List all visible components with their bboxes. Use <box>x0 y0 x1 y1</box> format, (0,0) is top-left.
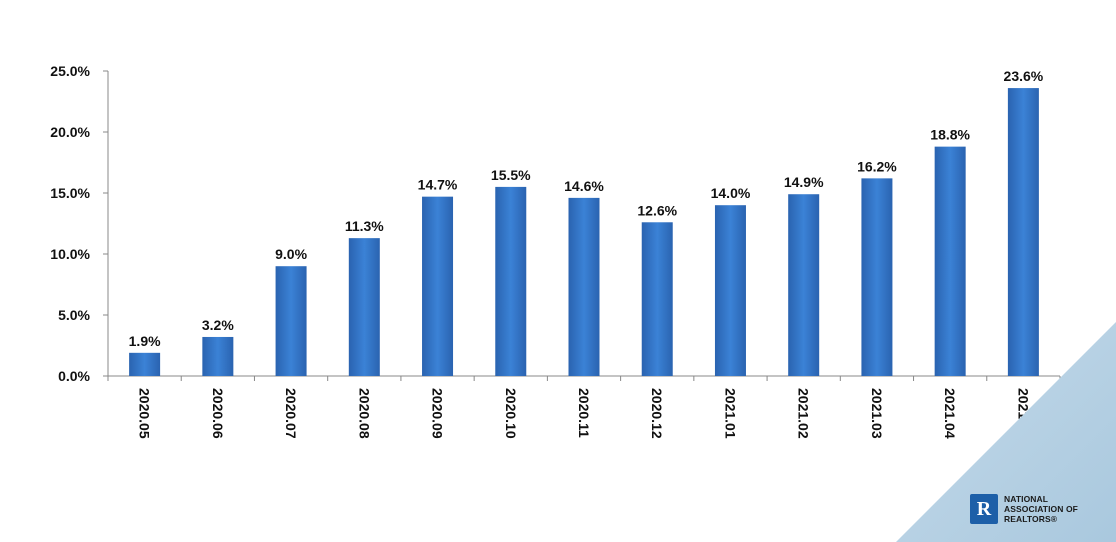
bar-value-label: 1.9% <box>129 333 161 349</box>
x-tick-label: 2020.11 <box>576 388 592 438</box>
bar <box>202 336 234 376</box>
x-tick-label: 2021.01 <box>722 388 738 439</box>
bar <box>495 186 527 376</box>
bar <box>714 205 746 376</box>
bar <box>129 352 161 376</box>
y-axis: 0.0% 5.0% 10.0% 15.0% 20.0% 25.0% <box>50 63 109 384</box>
bar-value-label: 18.8% <box>930 127 970 143</box>
bar-value-label: 14.0% <box>711 185 751 201</box>
x-tick-label: 2020.10 <box>503 388 519 439</box>
x-tick-label: 2021.03 <box>869 388 885 439</box>
bar <box>275 266 307 376</box>
bar-value-label: 12.6% <box>637 202 677 218</box>
bar-value-label: 15.5% <box>491 167 531 183</box>
bar <box>861 178 893 376</box>
logo-line-2: ASSOCIATION OF <box>1004 504 1078 514</box>
y-tick-label: 25.0% <box>50 63 90 79</box>
bar-value-label: 14.9% <box>784 174 824 190</box>
bar-value-label: 9.0% <box>275 246 307 262</box>
realtor-r-icon: R <box>970 494 998 524</box>
y-tick-label: 5.0% <box>58 307 90 323</box>
bar <box>641 222 673 376</box>
bar-value-label: 11.3% <box>345 218 384 234</box>
x-tick-label: 2020.06 <box>210 388 226 439</box>
bar <box>1007 88 1039 376</box>
data-labels: 1.9% 3.2% 9.0% 11.3% 14.7% 15.5% 14.6% 12.6% 14.… <box>129 68 1044 349</box>
x-tick-label: 2020.08 <box>356 388 372 439</box>
x-tick-label: 2020.05 <box>137 388 153 439</box>
x-tick-label: 2020.12 <box>649 388 665 439</box>
bar-value-label: 16.2% <box>857 158 897 174</box>
logo-line-1: NATIONAL <box>1004 494 1049 504</box>
logo-line-3: REALTORS® <box>1004 514 1058 524</box>
x-axis: 2020.05 2020.06 2020.07 2020.08 2020.09 2020.… <box>107 375 1061 439</box>
x-tick-label: 2021.02 <box>796 388 812 439</box>
bars <box>129 88 1039 376</box>
bar <box>568 197 600 376</box>
bar <box>422 196 454 376</box>
bar-value-label: 3.2% <box>202 317 234 333</box>
bar-value-label: 14.6% <box>564 178 604 194</box>
y-tick-label: 10.0% <box>50 246 90 262</box>
bar <box>348 238 380 376</box>
bar <box>934 146 966 376</box>
y-tick-label: 0.0% <box>58 368 90 384</box>
nar-logo: R NATIONAL ASSOCIATION OF REALTORS® <box>970 494 1114 524</box>
bar-value-label: 23.6% <box>1004 68 1044 84</box>
x-tick-label: 2021.04 <box>942 388 958 439</box>
bar <box>788 194 820 376</box>
x-tick-label: 2020.07 <box>283 388 299 439</box>
logo-text: NATIONAL ASSOCIATION OF REALTORS® <box>1004 494 1114 524</box>
y-tick-label: 15.0% <box>50 185 90 201</box>
bar-value-label: 14.7% <box>418 177 458 193</box>
x-tick-label: 2020.09 <box>430 388 446 439</box>
y-tick-label: 20.0% <box>50 124 90 140</box>
